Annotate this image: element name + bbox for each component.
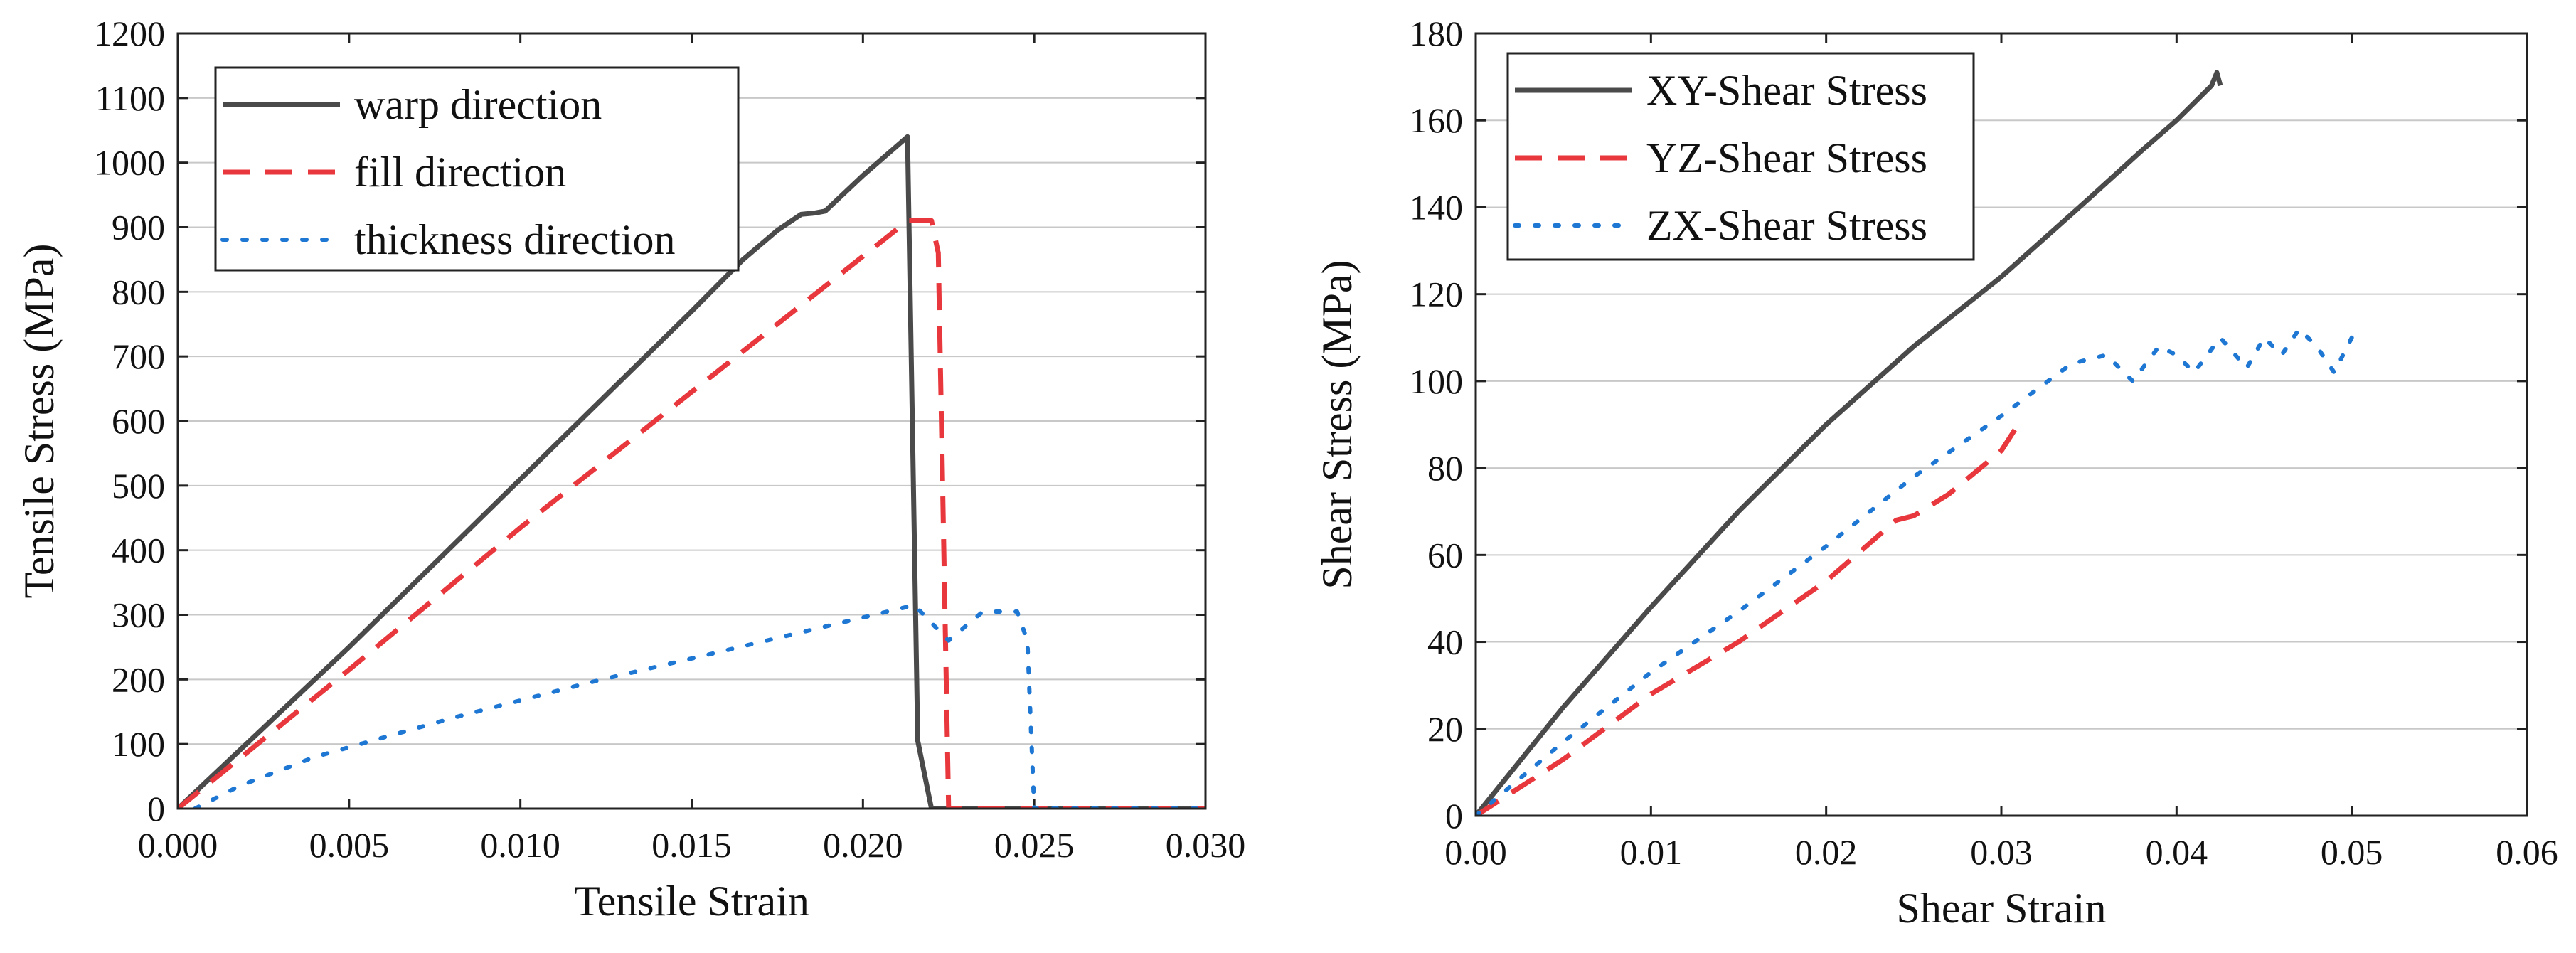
series-line-yz-shear-stress — [1476, 427, 2018, 816]
x-tick-label: 0.02 — [1795, 832, 1858, 872]
legend: XY-Shear Stress YZ-Shear Stress ZX-Shear S… — [1506, 52, 1975, 261]
y-axis-title: Tensile Stress (MPa) — [16, 243, 63, 598]
y-tick-label: 80 — [1427, 448, 1463, 488]
x-tick-label: 0.030 — [1166, 825, 1246, 865]
plot-frame — [176, 32, 1207, 810]
y-tick-label: 20 — [1427, 709, 1463, 749]
y-tick-label: 400 — [112, 531, 165, 570]
legend-label: thickness direction — [354, 216, 676, 263]
x-tick-label: 0.000 — [138, 825, 218, 865]
legend-label: ZX-Shear Stress — [1646, 202, 1927, 249]
plot-frame — [1474, 32, 2528, 817]
legend-label: warp direction — [354, 81, 602, 128]
x-tick-label: 0.05 — [2321, 832, 2383, 872]
x-tick-label: 0.005 — [309, 825, 390, 865]
y-tick-label: 700 — [112, 336, 165, 376]
y-tick-label: 900 — [112, 208, 165, 247]
x-tick-label: 0.03 — [1970, 832, 2033, 872]
y-tick-label: 1000 — [94, 143, 165, 183]
legend-label: fill direction — [354, 149, 566, 196]
chart-2: 0 20 40 60 80 100 120 140 160 180 0.00 0.01 0.02 0.03… — [1314, 14, 2558, 932]
y-tick-label: 1100 — [95, 78, 165, 118]
x-tick-label: 0.01 — [1620, 832, 1683, 872]
y-tick-label: 800 — [112, 272, 165, 312]
y-tick-label: 0 — [1445, 796, 1463, 836]
series-line-fill-direction — [178, 218, 1205, 809]
y-tick-label: 140 — [1410, 187, 1463, 227]
legend-box — [1506, 52, 1975, 261]
series-line-zx-shear-stress — [1476, 326, 2354, 816]
y-tick-label: 160 — [1410, 100, 1463, 140]
y-tick-label: 500 — [112, 466, 165, 506]
y-tick-label: 40 — [1427, 622, 1463, 662]
y-tick-label: 100 — [112, 724, 165, 764]
legend-box — [214, 66, 740, 272]
x-axis-title: Tensile Strain — [574, 878, 809, 925]
y-tick-label: 60 — [1427, 535, 1463, 575]
y-tick-label: 1200 — [94, 14, 165, 53]
x-tick-label: 0.06 — [2496, 832, 2558, 872]
y-tick-label: 180 — [1410, 14, 1463, 53]
chart-1: 0 100 200 300 400 500 600 700 800 900 1000 1100 1200… — [16, 14, 1245, 925]
x-tick-label: 0.00 — [1444, 832, 1507, 872]
legend-label: XY-Shear Stress — [1646, 67, 1927, 114]
y-tick-label: 300 — [112, 595, 165, 635]
series-line-xy-shear-stress — [1476, 70, 2223, 816]
series-line-warp-direction — [178, 134, 1205, 809]
x-tick-label: 0.020 — [823, 825, 903, 865]
x-tick-label: 0.015 — [651, 825, 732, 865]
legend: warp direction fill direction thickness di… — [214, 66, 740, 272]
x-axis-title: Shear Strain — [1897, 885, 2107, 932]
legend-label: YZ-Shear Stress — [1646, 134, 1927, 181]
y-tick-label: 120 — [1410, 275, 1463, 314]
y-tick-label: 100 — [1410, 361, 1463, 401]
y-axis-title: Shear Stress (MPa) — [1314, 260, 1361, 589]
y-tick-label: 200 — [112, 659, 165, 699]
y-tick-label: 0 — [147, 789, 165, 829]
y-tick-label: 600 — [112, 401, 165, 441]
x-tick-label: 0.04 — [2146, 832, 2208, 872]
x-tick-label: 0.010 — [480, 825, 560, 865]
x-tick-label: 0.025 — [994, 825, 1075, 865]
